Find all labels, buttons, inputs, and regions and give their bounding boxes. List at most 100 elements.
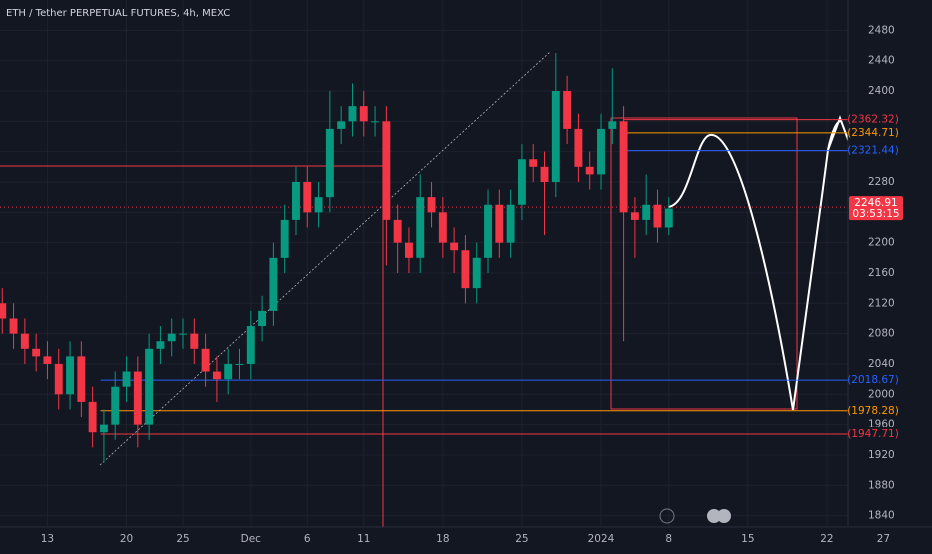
level-label-box [851, 125, 895, 140]
x-tick-label: 27 [877, 533, 890, 545]
candle-body [337, 121, 346, 129]
candle-body [246, 326, 255, 364]
candle-body [314, 197, 323, 213]
level-label-box [851, 426, 895, 441]
candle-body [292, 181, 300, 220]
candle-body [258, 310, 267, 327]
candle-body [461, 250, 470, 289]
candle-body [653, 204, 662, 228]
last-price-label: 2246.91 [854, 197, 897, 209]
x-tick-label: 6 [304, 533, 311, 545]
candle-body [325, 128, 334, 198]
candle-body [608, 121, 617, 129]
y-tick-label: 1880 [868, 479, 895, 491]
y-tick-label: 2400 [868, 85, 895, 97]
y-tick-label: 1840 [868, 510, 895, 522]
candle-body [156, 341, 165, 349]
x-tick-label: 18 [436, 533, 449, 545]
range-box [610, 117, 798, 410]
y-tick-label: 2000 [868, 388, 895, 400]
candle-body [212, 371, 221, 380]
projection-curve [667, 115, 848, 411]
y-tick-label: 2280 [868, 176, 895, 188]
candle-body [540, 166, 549, 182]
candle-body [506, 204, 515, 243]
x-tick-label: Dec [241, 533, 262, 545]
candle-body [201, 348, 210, 372]
x-tick-label: 22 [820, 533, 833, 545]
candle-body [563, 90, 572, 129]
x-tick-label: 13 [41, 533, 54, 545]
candle-body [484, 204, 492, 258]
candle-body [517, 159, 526, 205]
candle-body [619, 121, 628, 213]
candle-body [167, 333, 176, 342]
chart-title: ETH / Tether PERPETUAL FUTURES, 4h, MEXC [6, 8, 230, 19]
y-tick-label: 2480 [868, 24, 895, 36]
candle-body [404, 242, 413, 258]
y-tick-label: 2080 [868, 328, 895, 340]
y-tick-label: 2040 [868, 358, 895, 370]
x-tick-label: 2024 [588, 533, 615, 545]
candle-body [438, 212, 447, 243]
y-tick-label: 1920 [868, 449, 895, 461]
y-tick-label: 2200 [868, 237, 895, 249]
candle-body [235, 363, 244, 365]
candle-body [133, 371, 142, 425]
candle-body [382, 121, 391, 220]
candle-body [0, 303, 7, 319]
level-label-box [851, 112, 895, 127]
x-tick-label: 15 [741, 533, 754, 545]
level-label-box [851, 403, 895, 418]
candle-body [359, 106, 368, 122]
candle-body [269, 257, 278, 311]
level-label: (2362.32) [847, 114, 899, 126]
event-icon [707, 509, 721, 523]
candle-body [190, 333, 199, 349]
event-icon [659, 508, 675, 524]
candle-body [32, 348, 41, 357]
candle-body [122, 371, 131, 387]
candle-body [280, 219, 289, 258]
y-tick-label: 2160 [868, 267, 895, 279]
candle-body [348, 106, 357, 122]
candle-body [642, 204, 651, 220]
candle-body [99, 424, 108, 433]
candle-body [66, 356, 74, 395]
candle-body [54, 363, 63, 395]
candle-body [450, 242, 459, 251]
x-tick-label: 25 [176, 533, 189, 545]
level-label: (2018.67) [847, 374, 899, 386]
candle-body [303, 181, 312, 213]
candle-body [88, 401, 97, 433]
candle-body [585, 166, 594, 175]
event-icons [659, 508, 731, 524]
level-label: (1947.71) [847, 428, 899, 440]
candle-body [495, 204, 504, 243]
candle-body [416, 197, 425, 258]
candle-body [9, 318, 18, 334]
x-tick-label: 20 [120, 533, 133, 545]
candle-body [597, 128, 605, 175]
level-label-box [851, 373, 895, 388]
candle-body [574, 128, 583, 167]
trend-line [99, 51, 551, 466]
candle-body [371, 121, 380, 123]
event-icon [717, 509, 731, 523]
candle-body [77, 356, 86, 402]
candle-body [427, 197, 436, 213]
level-label: (1978.28) [847, 405, 899, 417]
candle-body [43, 356, 52, 364]
candle-body [393, 219, 402, 243]
level-label: (2344.71) [847, 127, 899, 139]
countdown-label: 03:53:15 [852, 208, 899, 220]
candle-body [630, 212, 639, 220]
x-tick-label: 8 [665, 533, 672, 545]
candle-body [664, 208, 673, 228]
candle-body [145, 348, 154, 425]
y-tick-label: 2440 [868, 55, 895, 67]
last-price-box [849, 196, 903, 221]
candle-body [20, 333, 29, 349]
candle-body [529, 159, 538, 167]
